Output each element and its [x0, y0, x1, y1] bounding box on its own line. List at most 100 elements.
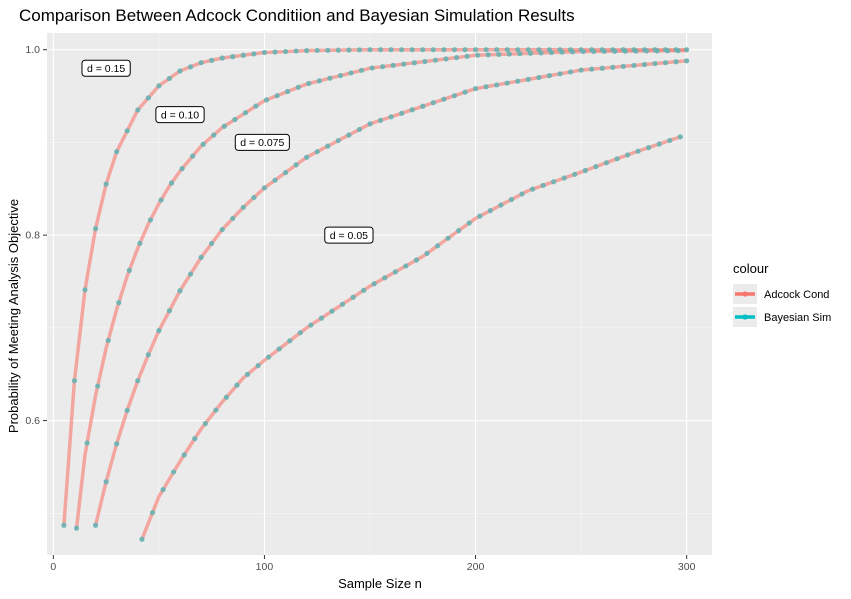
- bayesian-point: [557, 71, 563, 77]
- bayesian-point: [82, 287, 88, 293]
- bayesian-point: [84, 440, 90, 446]
- legend-key-point: [742, 291, 748, 297]
- bayesian-point: [665, 48, 671, 54]
- bayesian-point: [314, 149, 320, 155]
- legend: colour Adcock Cond Bayesian Sim: [733, 261, 831, 327]
- bayesian-point: [95, 383, 101, 389]
- bayesian-point: [124, 128, 130, 134]
- bayesian-point: [496, 51, 502, 58]
- adcock-line-3: [140, 135, 683, 541]
- bayesian-point: [318, 315, 325, 321]
- bayesian-point: [168, 180, 175, 186]
- bayesian-point: [346, 132, 352, 138]
- bayesian-point: [61, 522, 67, 528]
- annotation-label: d = 0.15: [81, 59, 131, 77]
- bayesian-point: [282, 48, 289, 55]
- bayesian-point: [339, 301, 346, 307]
- bayesian-point: [631, 62, 637, 69]
- bayesian-point: [684, 47, 690, 53]
- bayesian-point: [295, 84, 301, 90]
- bayesian-point: [114, 149, 120, 155]
- bayesian-point: [472, 86, 479, 92]
- bayesian-point: [282, 169, 289, 176]
- bayesian-point: [177, 288, 183, 294]
- bayesian-point: [242, 110, 249, 116]
- bayesian-point: [377, 117, 384, 123]
- bayesian-point: [388, 47, 394, 53]
- bayesian-point: [536, 74, 542, 81]
- bayesian-point: [420, 103, 426, 109]
- bayesian-point: [673, 59, 679, 65]
- grid-minor: [47, 33, 712, 555]
- bayesian-point: [540, 182, 546, 189]
- bayesian-point: [240, 204, 246, 210]
- bayesian-point: [453, 54, 460, 61]
- bayesian-point: [114, 441, 120, 447]
- bayesian-point: [232, 116, 238, 123]
- bayesian-point: [684, 58, 690, 64]
- bayesian-point: [171, 469, 177, 475]
- legend-key-point: [742, 314, 748, 320]
- bayesian-point: [156, 328, 162, 334]
- bayesian-point: [190, 153, 196, 159]
- bayesian-point: [498, 202, 504, 208]
- x-tick-label: 300: [678, 561, 696, 573]
- bayesian-point: [622, 48, 629, 54]
- bayesian-point: [335, 47, 341, 53]
- bayesian-point: [546, 73, 553, 79]
- bayesian-point: [462, 89, 468, 95]
- bayesian-point: [230, 215, 236, 222]
- x-axis-title: Sample Size n: [338, 576, 422, 591]
- legend-label: Bayesian Sim: [764, 312, 831, 324]
- bayesian-point: [589, 66, 595, 72]
- bayesian-point: [413, 257, 420, 263]
- bayesian-point: [274, 93, 280, 99]
- bayesian-point: [255, 362, 261, 369]
- legend-title: colour: [733, 261, 769, 276]
- bayesian-point: [325, 47, 331, 53]
- bayesian-point: [477, 213, 483, 219]
- bayesian-point: [211, 132, 217, 138]
- bayesian-point: [160, 486, 166, 493]
- y-axis-title: Probability of Meeting Analysis Objectiv…: [6, 199, 21, 433]
- bayesian-point: [582, 167, 588, 174]
- bayesian-point: [614, 156, 620, 162]
- bayesian-point: [147, 217, 154, 223]
- bayesian-point: [464, 53, 470, 59]
- y-axis: 0.6 0.8 1.0: [25, 44, 47, 427]
- bayesian-point: [346, 47, 352, 53]
- bayesian-point: [504, 80, 510, 86]
- bayesian-point: [538, 50, 544, 56]
- annotation-text: d = 0.15: [87, 63, 125, 75]
- bayesian-point: [187, 64, 194, 70]
- bayesian-point: [272, 177, 278, 183]
- bayesian-point: [646, 144, 652, 151]
- bayesian-point: [293, 48, 299, 54]
- bayesian-point: [202, 420, 208, 427]
- annotation-text: d = 0.05: [330, 230, 368, 242]
- bayesian-point: [572, 171, 578, 177]
- annotations: d = 0.15 d = 0.10 d = 0.075 d = 0.05: [81, 59, 374, 244]
- bayesian-point: [432, 57, 439, 63]
- bayesian-point: [198, 254, 204, 260]
- bayesian-point: [314, 47, 320, 54]
- bayesian-point: [223, 394, 230, 400]
- bayesian-point: [483, 84, 489, 90]
- bayesian-point: [234, 382, 240, 388]
- bayesian-point: [230, 54, 236, 60]
- bayesian-point: [253, 103, 259, 109]
- bayesian-point: [430, 47, 436, 53]
- bayesian-point: [430, 100, 436, 106]
- bayesian-point: [124, 407, 130, 413]
- bayesian-point: [399, 47, 405, 53]
- bayesian-point: [287, 338, 293, 344]
- bayesian-point: [603, 160, 610, 166]
- chart-title: Comparison Between Adcock Conditiion and…: [19, 6, 575, 25]
- y-tick-label: 1.0: [25, 44, 40, 56]
- bayesian-point: [192, 436, 198, 442]
- bayesian-point: [443, 56, 449, 62]
- bayesian-point: [369, 65, 375, 71]
- bayesian-point: [356, 47, 363, 53]
- bayesian-point: [308, 322, 314, 328]
- bayesian-point: [515, 78, 521, 84]
